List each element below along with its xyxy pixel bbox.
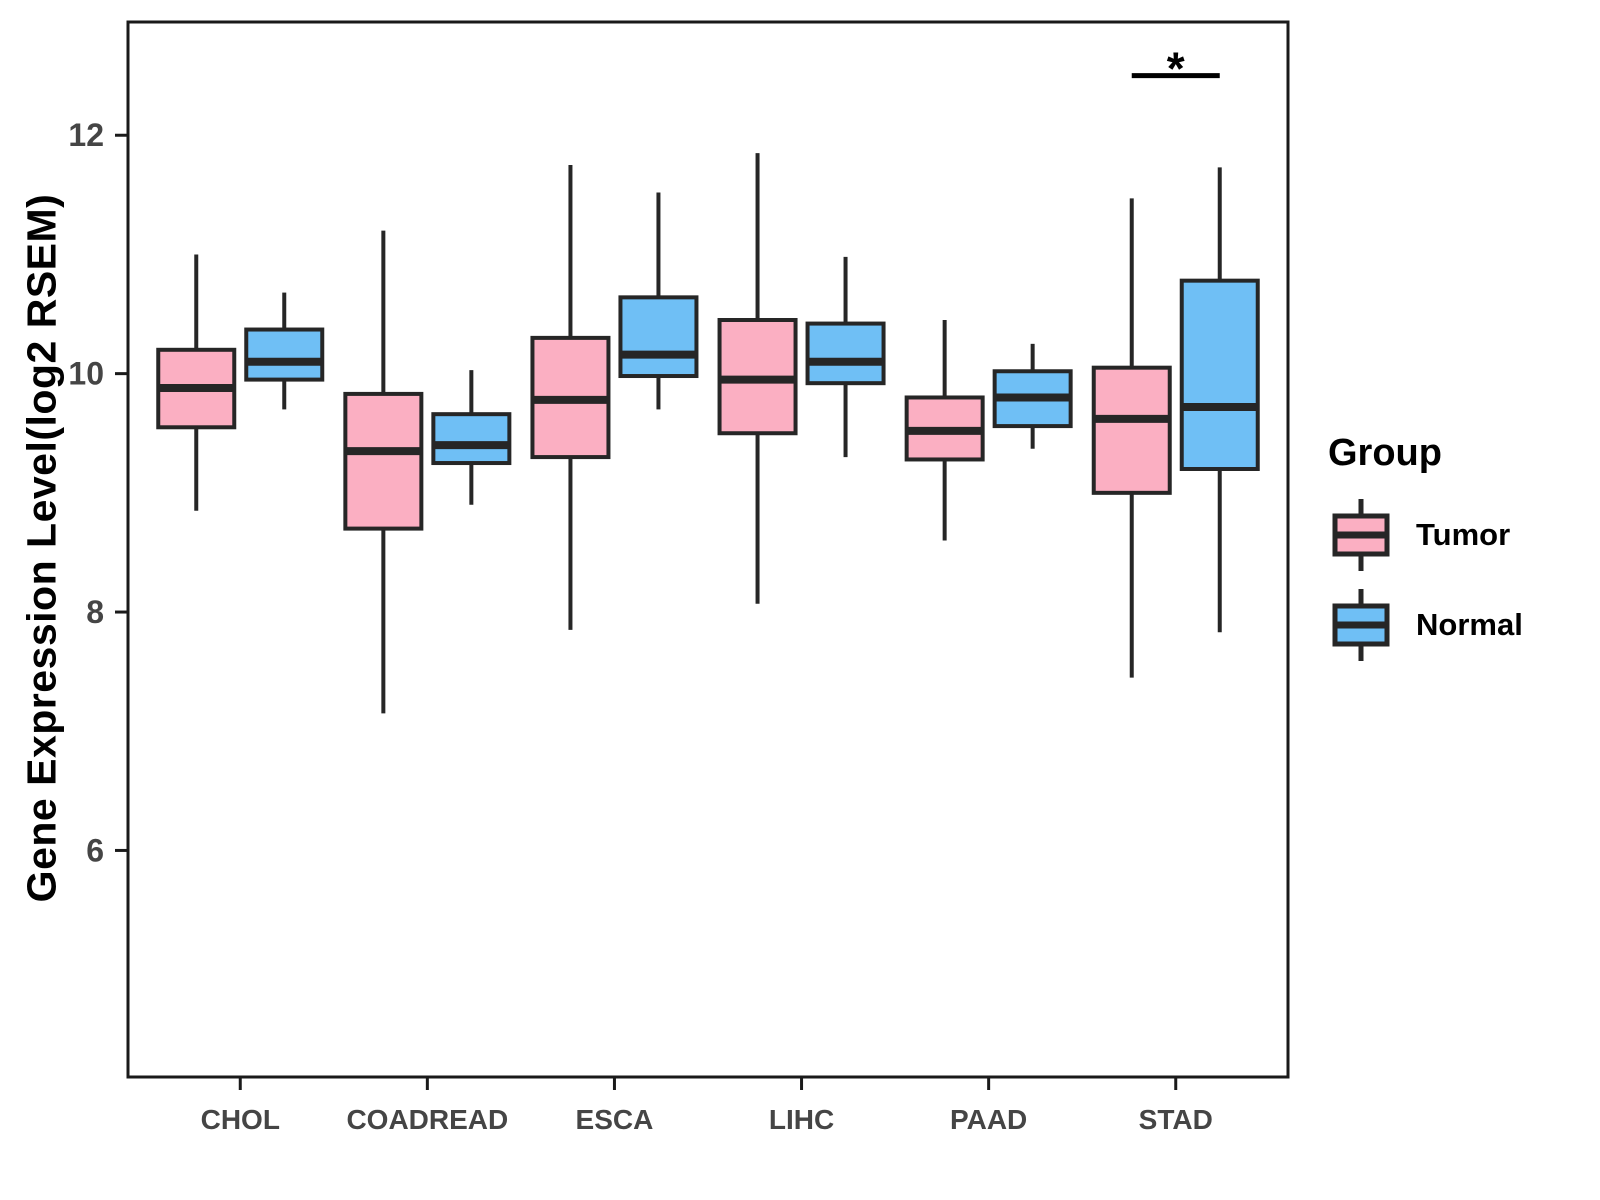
box-stad-normal [1179,278,1260,471]
box-stad-tumor [1091,365,1172,495]
x-axis-category-label: COADREAD [346,1104,508,1135]
box-chol-normal [244,327,325,382]
legend-item-normal: Normal [1328,585,1523,665]
legend-key-tumor-boxplot-icon [1332,499,1390,571]
box-lihc-normal [805,321,886,386]
y-axis-tick-label: 6 [86,832,104,868]
x-axis-category-label: PAAD [950,1104,1027,1135]
y-axis-tick-label: 12 [68,117,104,153]
legend-item-tumor: Tumor [1328,495,1523,575]
x-axis-category-label: STAD [1139,1104,1213,1135]
y-axis-tick-label: 8 [86,594,104,630]
x-axis-category-label: CHOL [201,1104,280,1135]
box-coadread-tumor [343,391,424,531]
legend-label-tumor: Tumor [1416,517,1511,552]
y-axis-title: Gene Expression Level(log2 RSEM) [18,193,65,903]
x-axis-category-label: ESCA [576,1104,654,1135]
box-esca-normal [618,295,699,379]
y-axis-tick-label: 10 [68,356,104,392]
significance-star: * [1167,43,1185,95]
box-coadread-normal [431,412,512,466]
legend: Group Tumor Normal [1328,432,1523,665]
plot-panel-border [126,20,1290,1079]
legend-label-normal: Normal [1416,607,1523,642]
legend-title: Group [1328,432,1442,474]
x-axis-category-label: LIHC [769,1104,834,1135]
legend-key-normal-boxplot-icon [1332,589,1390,661]
